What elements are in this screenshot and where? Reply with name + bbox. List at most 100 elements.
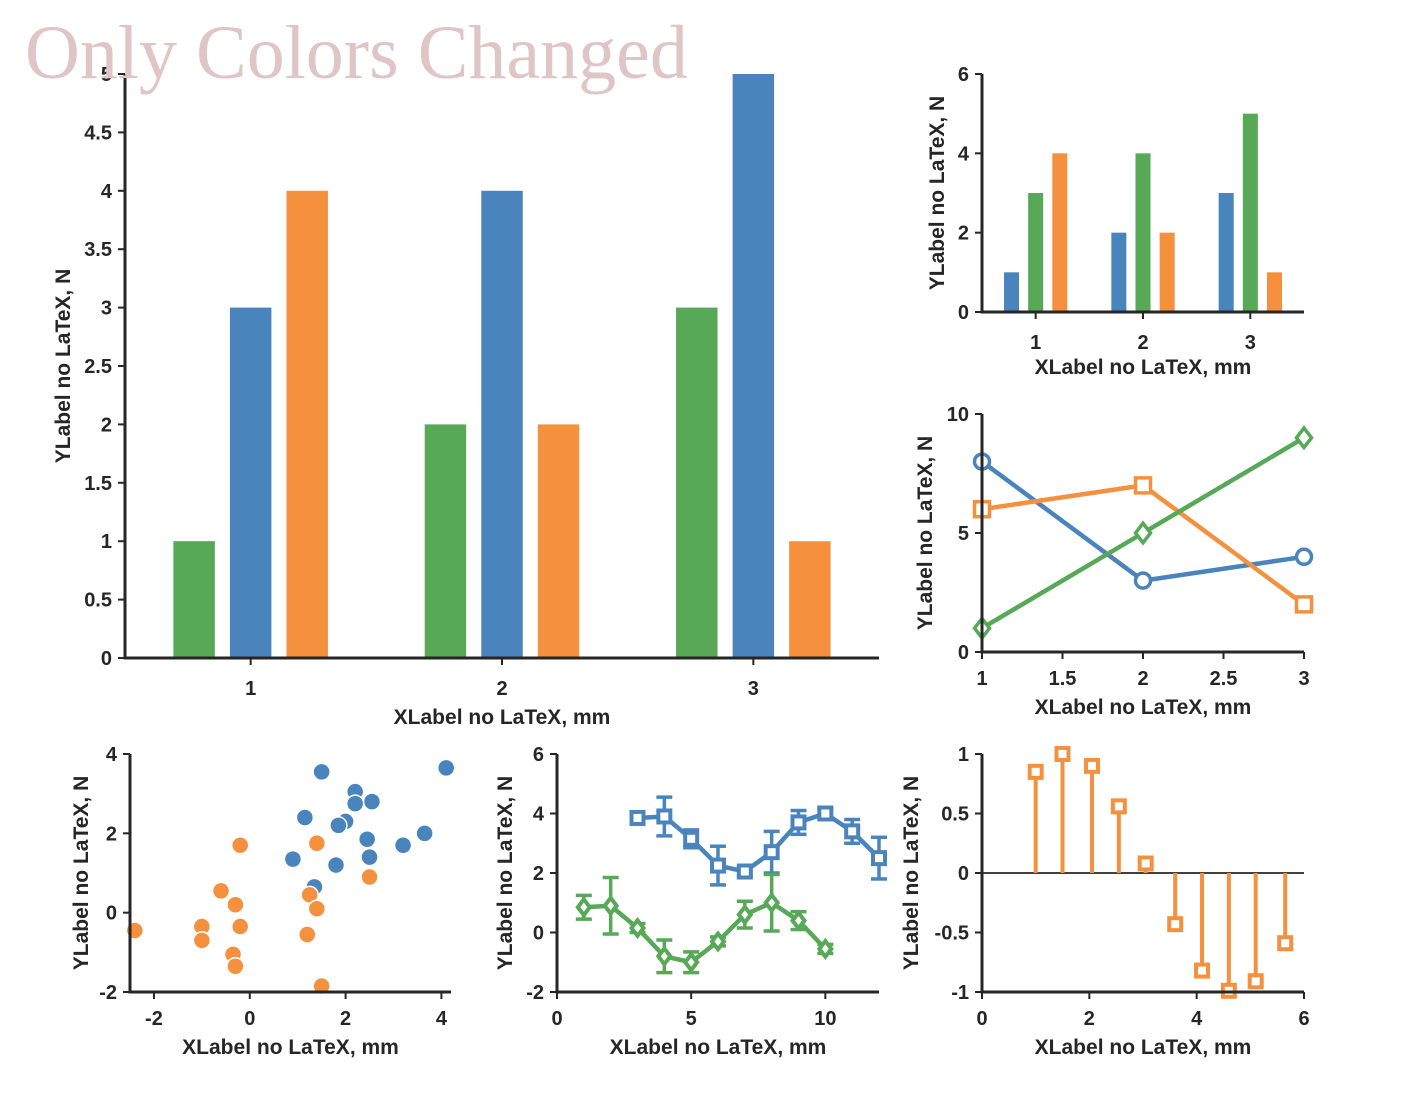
x-tick-label: 0	[244, 1008, 255, 1030]
x-tick-label: 4	[436, 1008, 448, 1030]
data-point	[628, 916, 647, 940]
subplot-2: 1 2 3 0 2 4 6 XLabel no LaTeX, mm YLabel no LaTe…	[926, 64, 1304, 379]
data-point	[1027, 763, 1044, 780]
data-point	[307, 899, 327, 918]
data-point	[602, 894, 620, 917]
bar	[286, 190, 328, 659]
bar	[1242, 113, 1258, 313]
figure-title: Only Colors Changed	[25, 11, 688, 95]
y-axis-label: YLabel no LaTeX, N	[900, 776, 923, 970]
data-point	[871, 850, 887, 867]
x-tick-label: 1	[245, 678, 256, 700]
data-point	[1247, 973, 1264, 990]
y-tick-label: 4	[533, 804, 545, 826]
data-point	[1133, 571, 1153, 590]
data-point	[312, 762, 331, 782]
x-tick-label: 1.5	[1049, 668, 1077, 690]
x-tick-label: 2	[1137, 332, 1148, 354]
data-point	[763, 891, 781, 914]
x-tick-label: 2	[1137, 668, 1148, 690]
data-point	[1167, 916, 1184, 933]
x-tick-label: 5	[686, 1008, 697, 1030]
y-tick-label: 2	[958, 223, 969, 245]
data-point	[683, 830, 700, 847]
data-point	[360, 867, 379, 887]
data-point	[1194, 962, 1211, 979]
data-point	[1294, 425, 1314, 451]
bar	[676, 307, 718, 658]
y-tick-label: 1	[958, 744, 969, 766]
subplot-1: 1 2 3 0 0.5 1 1.5 2 2.5 3 3.5 4 4.5 5 XLabel no LaTeX,…	[52, 64, 879, 729]
x-axis-label: XLabel no LaTeX, mm	[1035, 1036, 1252, 1059]
y-tick-label: 4	[106, 744, 118, 766]
x-tick-label: -2	[145, 1008, 163, 1030]
bar	[481, 190, 523, 659]
data-point	[790, 814, 807, 831]
bar	[732, 74, 775, 658]
data-point	[655, 945, 673, 968]
y-tick-label: 0	[106, 903, 117, 925]
data-point	[1133, 520, 1153, 546]
x-tick-label: 10	[814, 1008, 836, 1030]
data-point	[1294, 547, 1314, 567]
data-point	[816, 937, 834, 960]
data-point	[357, 830, 377, 849]
data-point	[1084, 757, 1101, 774]
y-tick-label: -1	[951, 982, 969, 1004]
x-axis-label: XLabel no LaTeX, mm	[182, 1036, 399, 1059]
data-point	[1110, 798, 1127, 815]
subplot-5: 0 5 10 -2 0 2 4 6 XLabel no LaTeX, mm YLabel no L…	[494, 744, 887, 1059]
data-point	[575, 896, 593, 919]
y-tick-label: 0.5	[941, 804, 969, 826]
data-point	[436, 758, 456, 778]
x-axis-label: XLabel no LaTeX, mm	[1035, 356, 1252, 379]
y-axis-label: YLabel no LaTeX, N	[926, 96, 949, 290]
data-point	[192, 931, 212, 950]
x-tick-label: 0	[976, 1008, 987, 1030]
data-point	[226, 956, 245, 976]
y-tick-label: 6	[533, 744, 544, 766]
data-point	[326, 855, 346, 875]
bar	[789, 541, 831, 658]
x-tick-label: 1	[976, 668, 987, 690]
series-line	[583, 900, 827, 965]
data-point	[763, 844, 780, 861]
y-tick-label: 10	[947, 404, 969, 426]
bar	[1111, 232, 1127, 312]
y-tick-label: 6	[958, 64, 969, 86]
x-axis-label: XLabel no LaTeX, mm	[610, 1036, 827, 1059]
bar	[1218, 193, 1234, 312]
x-tick-label: 0	[551, 1008, 562, 1030]
data-point	[230, 917, 250, 936]
y-tick-label: 2	[106, 823, 117, 845]
y-tick-label: 4	[101, 181, 113, 203]
y-axis-label: YLabel no LaTeX, N	[70, 776, 93, 970]
x-tick-label: 6	[1298, 1008, 1309, 1030]
bar	[1004, 272, 1020, 312]
data-point	[283, 849, 303, 869]
bar	[424, 424, 467, 658]
x-tick-label: 3	[1245, 332, 1256, 354]
data-point	[736, 863, 753, 880]
y-tick-label: 2	[533, 863, 544, 885]
y-tick-label: 4.5	[84, 122, 112, 144]
data-point	[329, 816, 348, 835]
y-tick-label: 0	[958, 642, 969, 664]
y-tick-label: 2.5	[84, 356, 112, 378]
y-tick-label: 5	[101, 64, 112, 86]
y-tick-label: 0	[101, 648, 112, 670]
data-point	[345, 794, 365, 813]
y-tick-label: -2	[99, 982, 117, 1004]
y-tick-label: 5	[958, 523, 969, 545]
series-line	[637, 811, 881, 874]
data-point	[298, 925, 317, 944]
x-tick-label: 4	[1191, 1008, 1203, 1030]
subplot-6: 0 2 4 6 -1 -0.5 0 0.5 1 XLabel no LaTeX, mm YLabel…	[900, 744, 1310, 1059]
data-point	[307, 834, 327, 853]
bar	[1159, 232, 1175, 312]
y-tick-label: 0.5	[84, 590, 112, 612]
y-tick-label: 0	[958, 302, 969, 324]
data-point	[312, 976, 331, 996]
x-axis-label: XLabel no LaTeX, mm	[1035, 696, 1252, 719]
